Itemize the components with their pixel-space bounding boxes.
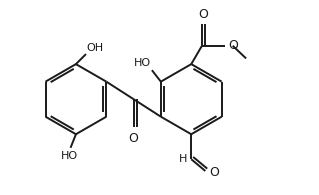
Text: O: O <box>228 39 238 52</box>
Text: HO: HO <box>61 151 78 161</box>
Text: HO: HO <box>134 58 152 68</box>
Text: H: H <box>179 154 187 164</box>
Text: O: O <box>198 8 208 21</box>
Text: O: O <box>209 166 219 179</box>
Text: OH: OH <box>87 43 104 53</box>
Text: O: O <box>129 132 138 144</box>
